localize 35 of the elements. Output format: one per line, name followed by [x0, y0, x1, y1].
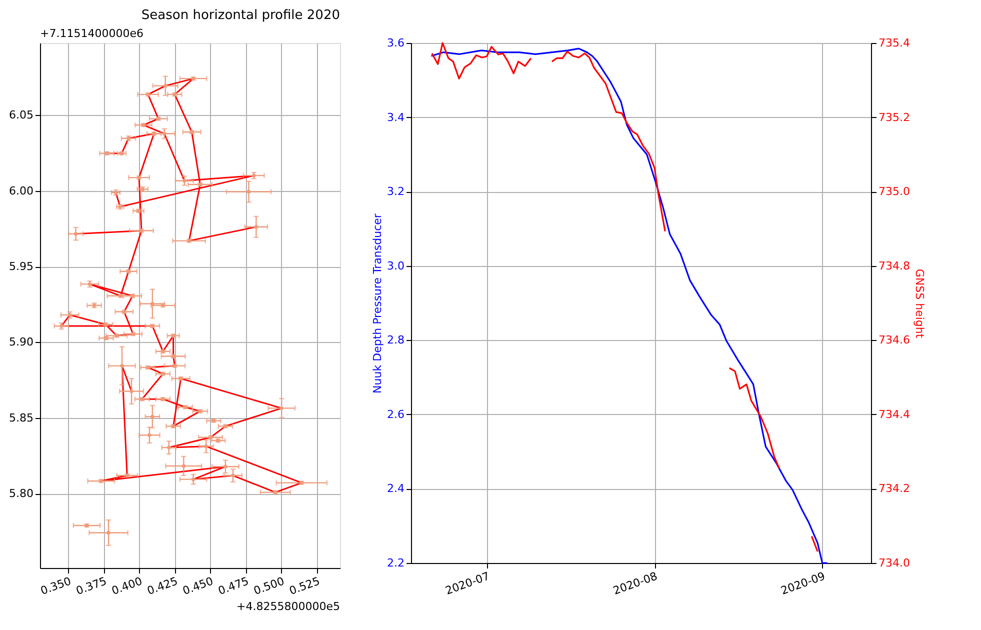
y2-tick-label: 734.0 — [878, 556, 910, 570]
text: +4.8255800000e5 — [236, 600, 340, 613]
y2-tick-label: 734.2 — [878, 482, 910, 496]
y2-tick-label: 735.0 — [878, 185, 910, 198]
y-tick-label: 3.6 — [387, 36, 404, 50]
x-tick-label: 0.525 — [288, 574, 322, 598]
y-tick-label: 2.2 — [387, 556, 404, 570]
y-tick-label: 3.0 — [387, 259, 404, 272]
x-tick-label: 0.375 — [74, 574, 108, 598]
x-tick-label: 0.350 — [38, 574, 73, 598]
y2-tick-label: 734.6 — [878, 334, 910, 347]
y2-tick-label: 735.2 — [878, 110, 910, 124]
y2-tick-label: 734.4 — [878, 408, 910, 421]
x-tick-label: 0.450 — [180, 574, 215, 598]
y-tick-label: 6.05 — [9, 108, 34, 122]
x-tick-label: 0.400 — [110, 574, 144, 598]
y-tick-label: 5.95 — [9, 260, 34, 274]
y-tick-label: 2.8 — [387, 334, 404, 347]
y-tick-label: 2.6 — [387, 408, 404, 421]
y2-axis-title: GNSS height — [912, 268, 926, 339]
y-tick-label: 3.2 — [387, 185, 404, 198]
y2-tick-label: 735.4 — [878, 36, 910, 50]
y-tick-label: 5.80 — [9, 487, 34, 500]
y2-tick-label: 734.8 — [878, 259, 910, 272]
y-tick-label: 2.4 — [387, 482, 404, 496]
chart-title: Season horizontal profile 2020 — [141, 8, 340, 23]
y-tick-label: 5.90 — [9, 336, 34, 349]
y-axis-title: Nuuk Depth Pressure Transducer — [371, 213, 384, 394]
x-tick-label: 0.500 — [252, 574, 286, 598]
x-tick-label: 0.425 — [145, 574, 180, 598]
y-tick-label: 6.00 — [9, 184, 34, 198]
y-tick-label: 3.4 — [387, 110, 404, 124]
x-tick-label: 0.475 — [216, 574, 251, 598]
y-tick-label: 5.85 — [9, 411, 34, 424]
text: +7.1151400000e6 — [40, 27, 144, 40]
